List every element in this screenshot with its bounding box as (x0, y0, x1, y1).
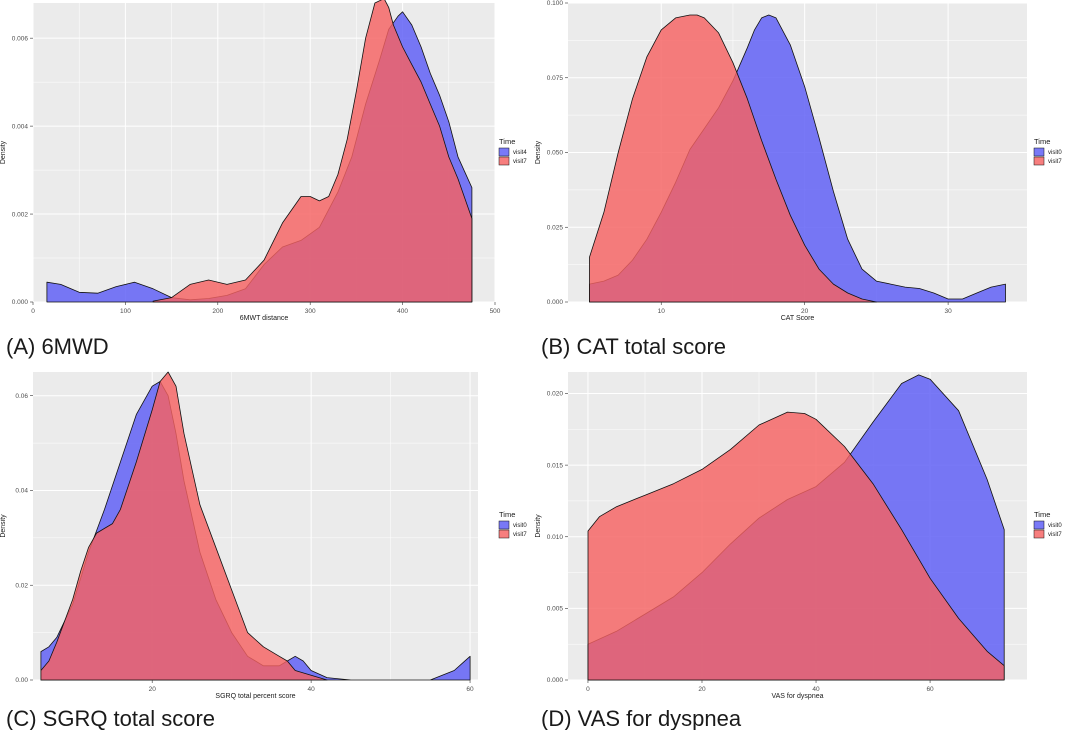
x-axis-title-c: SGRQ total percent score (215, 693, 295, 700)
y-tick-label-c: 0.00 (15, 677, 28, 684)
legend-swatch-visit0-b (1033, 147, 1045, 157)
y-tick-label-d: 0.005 (547, 606, 564, 613)
legend-label-visit7-a: visit7 (513, 159, 527, 165)
chart-panel-c: 20 40 60 0.00 0.02 0.04 0.06 SGRQ total percent… (0, 371, 527, 700)
legend-swatch-visit7-d (1033, 529, 1045, 539)
legend-label-visit7-d: visit7 (1048, 532, 1062, 538)
legend-swatch-visit7-b (1033, 156, 1045, 166)
x-tick-label-a: 0 (31, 308, 35, 315)
caption-a: (A) 6MWD (6, 334, 109, 359)
x-tick-label-c: 60 (466, 686, 474, 693)
x-tick-label-a: 300 (305, 308, 316, 315)
x-tick-label-b: 10 (658, 308, 666, 315)
y-tick-label-a: 0.006 (12, 35, 29, 42)
legend-label-visit0-b: visit0 (1048, 150, 1062, 156)
y-tick-label-b: 0.025 (547, 224, 564, 231)
x-tick-label-d: 0 (586, 686, 590, 693)
chart-panel-b: 10 20 30 0.000 0.025 0.050 0.075 0.100 CAT Score… (535, 0, 1062, 322)
x-tick-label-b: 30 (944, 308, 952, 315)
legend-label-visit0-c: visit0 (513, 523, 527, 529)
x-tick-label-a: 400 (397, 308, 408, 315)
y-tick-label-d: 0.020 (547, 391, 564, 398)
y-tick-label-d: 0.010 (547, 534, 564, 541)
density-area-visit7-b (589, 14, 877, 303)
caption-c: (C) SGRQ total score (6, 706, 215, 730)
x-tick-label-c: 20 (149, 686, 157, 693)
y-tick-label-d: 0.000 (547, 677, 564, 684)
legend-label-visit0-d: visit0 (1048, 523, 1062, 529)
y-tick-label-a: 0.004 (12, 123, 29, 130)
x-tick-label-a: 100 (120, 308, 131, 315)
legend-label-visit7-b: visit7 (1048, 159, 1062, 165)
density-area-visit7-a (152, 0, 473, 303)
y-axis-title-d: Density (535, 514, 542, 538)
x-tick-label-a: 200 (212, 308, 223, 315)
legend-title-b: Time (1034, 137, 1050, 146)
x-tick-label-b: 20 (801, 308, 809, 315)
density-area-visit7-c (40, 371, 328, 681)
chart-panel-d: 0 20 40 60 0.000 0.005 0.010 0.015 0.020 VAS for … (535, 372, 1062, 700)
legend-label-visit7-c: visit7 (513, 532, 527, 538)
y-tick-label-c: 0.02 (15, 582, 28, 589)
y-tick-label-b: 0.075 (547, 75, 564, 82)
legend-swatch-visit7-c (498, 529, 510, 539)
caption-d: (D) VAS for dyspnea (541, 706, 742, 730)
legend-title-c: Time (499, 510, 515, 519)
y-tick-label-b: 0.050 (547, 150, 564, 157)
y-tick-label-d: 0.015 (547, 462, 564, 469)
y-axis-title-a: Density (0, 140, 7, 164)
y-tick-label-c: 0.04 (15, 488, 28, 495)
legend-swatch-visit0-d (1033, 520, 1045, 530)
y-tick-label-b: 0.100 (547, 0, 564, 7)
caption-b: (B) CAT total score (541, 334, 726, 359)
chart-panel-a: 0 100 200 300 400 500 0.000 0.002 0.004 0.006 6MWT… (0, 0, 527, 322)
legend-swatch-visit0-c (498, 520, 510, 530)
x-tick-label-d: 40 (812, 686, 820, 693)
legend-swatch-visit4-a (498, 147, 510, 157)
x-axis-title-d: VAS for dyspnea (771, 693, 823, 700)
y-tick-label-b: 0.000 (547, 299, 564, 306)
x-tick-label-a: 500 (490, 308, 501, 315)
legend-title-d: Time (1034, 510, 1050, 519)
legend-swatch-visit7-a (498, 156, 510, 166)
x-axis-title-a: 6MWT distance (240, 315, 289, 322)
y-tick-label-a: 0.002 (12, 211, 29, 218)
y-axis-title-c: Density (0, 514, 7, 538)
y-axis-title-b: Density (535, 140, 542, 164)
y-tick-label-c: 0.06 (15, 393, 28, 400)
density-area-visit7-d (587, 411, 1005, 681)
legend-title-a: Time (499, 137, 515, 146)
x-tick-label-d: 20 (698, 686, 706, 693)
x-tick-label-c: 40 (308, 686, 316, 693)
legend-label-visit4-a: visit4 (513, 150, 527, 156)
x-axis-title-b: CAT Score (781, 315, 815, 322)
y-tick-label-a: 0.000 (12, 299, 29, 306)
x-tick-label-d: 60 (926, 686, 934, 693)
